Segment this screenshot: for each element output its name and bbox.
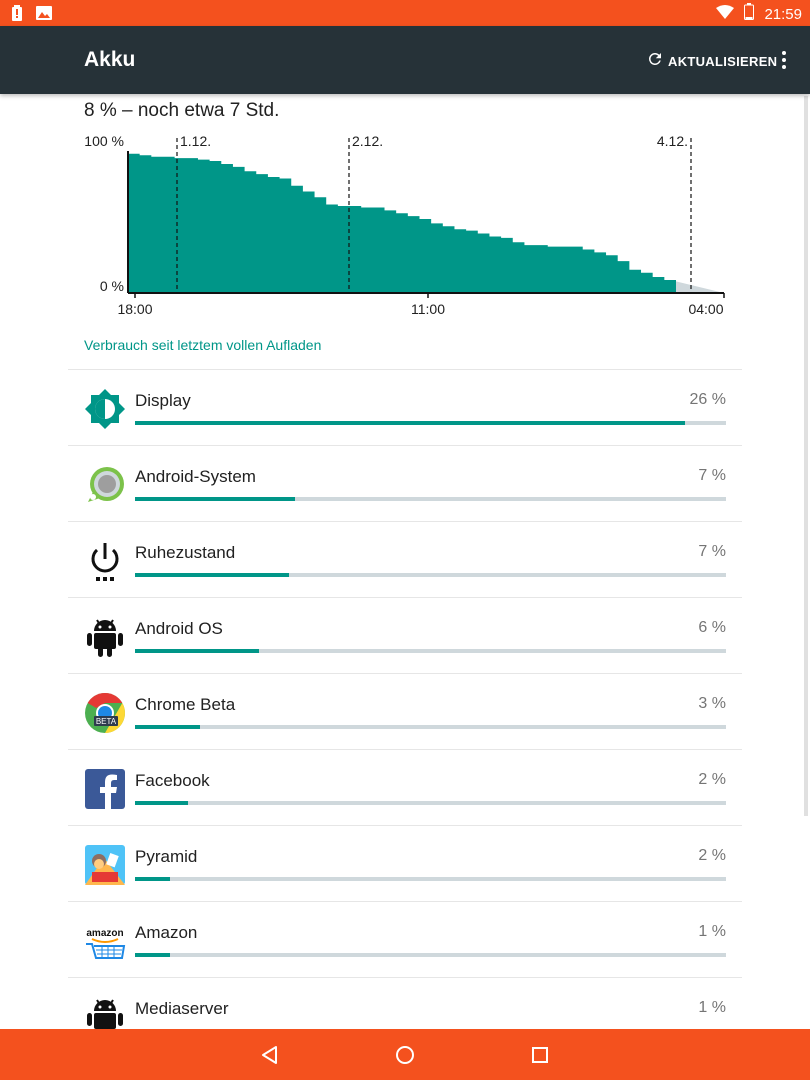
android-system-icon bbox=[84, 464, 126, 506]
usage-name: Android OS bbox=[135, 619, 223, 638]
usage-percent: 7 % bbox=[698, 543, 726, 560]
android-robot-icon bbox=[84, 996, 126, 1038]
usage-bar-fill bbox=[135, 953, 171, 957]
home-icon[interactable] bbox=[393, 1043, 417, 1067]
day-marker-label: 4.12. bbox=[657, 133, 688, 149]
usage-bar-track bbox=[135, 421, 726, 425]
usage-percent: 6 % bbox=[698, 619, 726, 636]
back-icon[interactable] bbox=[258, 1043, 282, 1067]
x-tick-label: 04:00 bbox=[688, 301, 723, 317]
clock: 21:59 bbox=[764, 5, 802, 23]
svg-text:BETA: BETA bbox=[96, 717, 117, 726]
usage-bar-fill bbox=[135, 725, 200, 729]
usage-name: Android-System bbox=[135, 467, 256, 486]
svg-text:amazon: amazon bbox=[86, 928, 123, 939]
facebook-icon bbox=[84, 768, 126, 810]
scrollbar[interactable] bbox=[804, 96, 808, 816]
battery-summary: 8 % – noch etwa 7 Std. bbox=[84, 100, 280, 121]
brightness-icon bbox=[84, 388, 126, 430]
usage-bar-track bbox=[135, 497, 726, 501]
refresh-icon bbox=[646, 50, 664, 73]
x-tick-label: 18:00 bbox=[117, 301, 152, 317]
chrome-beta-icon: BETA bbox=[84, 692, 126, 734]
power-icon bbox=[84, 540, 126, 582]
usage-row[interactable]: Android OS 6 % bbox=[68, 597, 742, 673]
prediction-area bbox=[676, 281, 724, 293]
usage-percent: 1 % bbox=[698, 999, 726, 1016]
usage-bar-track bbox=[135, 725, 726, 729]
usage-bar-fill bbox=[135, 573, 289, 577]
pyramid-game-icon bbox=[84, 844, 126, 886]
usage-bar-fill bbox=[135, 649, 260, 653]
refresh-label: AKTUALISIEREN bbox=[668, 54, 778, 69]
usage-name: Facebook bbox=[135, 771, 210, 790]
usage-row[interactable]: Facebook 2 % bbox=[68, 749, 742, 825]
app-bar: Akku AKTUALISIEREN bbox=[0, 26, 810, 94]
usage-bar-track bbox=[135, 877, 726, 881]
usage-percent: 26 % bbox=[689, 391, 726, 408]
amazon-icon: amazon bbox=[84, 920, 126, 962]
usage-bar-fill bbox=[135, 801, 189, 805]
x-tick-label: 11:00 bbox=[411, 301, 445, 317]
usage-name: Display bbox=[135, 391, 191, 410]
usage-bar-fill bbox=[135, 497, 295, 501]
wifi-icon bbox=[716, 4, 735, 24]
battery-alert-icon bbox=[12, 5, 22, 26]
usage-bar-track bbox=[135, 801, 726, 805]
usage-percent: 3 % bbox=[698, 695, 726, 712]
overflow-menu-icon[interactable] bbox=[776, 48, 792, 72]
navigation-bar bbox=[0, 1029, 810, 1080]
usage-bar-fill bbox=[135, 877, 171, 881]
usage-name: Mediaserver bbox=[135, 999, 229, 1018]
status-bar: 21:59 bbox=[0, 0, 810, 26]
usage-row[interactable]: BETA Chrome Beta 3 % bbox=[68, 673, 742, 749]
usage-name: Chrome Beta bbox=[135, 695, 236, 714]
usage-row[interactable]: Display 26 % bbox=[68, 369, 742, 445]
battery-icon bbox=[744, 3, 755, 25]
battery-level-area bbox=[128, 153, 676, 293]
recents-icon[interactable] bbox=[528, 1043, 552, 1067]
y-tick-label: 0 % bbox=[100, 278, 124, 294]
usage-row[interactable]: amazon Amazon 1 % bbox=[68, 901, 742, 977]
usage-percent: 7 % bbox=[698, 467, 726, 484]
usage-row[interactable]: Android-System 7 % bbox=[68, 445, 742, 521]
usage-percent: 2 % bbox=[698, 847, 726, 864]
usage-row[interactable]: Ruhezustand 7 % bbox=[68, 521, 742, 597]
usage-row[interactable]: Pyramid 2 % bbox=[68, 825, 742, 901]
usage-bar-track bbox=[135, 953, 726, 957]
usage-bar-track bbox=[135, 573, 726, 577]
usage-name: Ruhezustand bbox=[135, 543, 236, 562]
usage-bar-fill bbox=[135, 421, 685, 425]
usage-section-title: Verbrauch seit letztem vollen Aufladen bbox=[84, 337, 322, 353]
usage-name: Pyramid bbox=[135, 847, 198, 866]
usage-name: Amazon bbox=[135, 923, 198, 942]
page-title: Akku bbox=[84, 48, 136, 71]
usage-percent: 1 % bbox=[698, 923, 726, 940]
day-marker-label: 2.12. bbox=[352, 133, 383, 149]
usage-percent: 2 % bbox=[698, 771, 726, 788]
refresh-button[interactable]: AKTUALISIEREN bbox=[646, 50, 777, 73]
day-marker-label: 1.12. bbox=[180, 133, 211, 149]
android-robot-icon bbox=[84, 616, 126, 658]
image-notification-icon bbox=[36, 6, 52, 25]
battery-history-chart: 1.12. 2.12. 4.12. 100 % 0 % 18:00 11:00 04:00 bbox=[84, 133, 725, 317]
usage-bar-track bbox=[135, 649, 726, 653]
y-tick-label: 100 % bbox=[84, 133, 124, 149]
usage-list: Display 26 % Android-System 7 % Ruhezustand 7… bbox=[68, 369, 742, 1053]
